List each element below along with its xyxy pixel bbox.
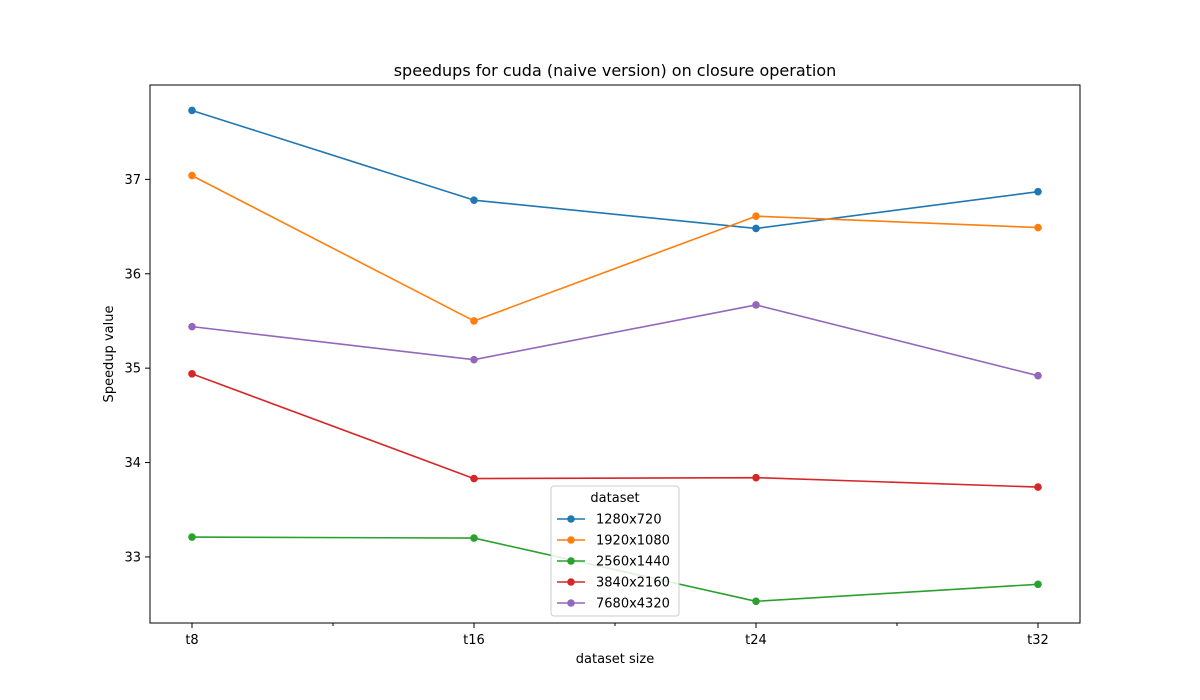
series-line	[191, 109, 1039, 230]
y-tick-label: 36	[124, 267, 141, 282]
data-point	[1034, 371, 1042, 380]
data-point	[1034, 483, 1042, 491]
x-axis: t8 t16 t24 t32	[185, 623, 1049, 648]
data-point	[1034, 223, 1042, 232]
data-point	[470, 317, 478, 325]
data-point	[1034, 580, 1042, 589]
legend-title: dataset	[590, 491, 639, 506]
legend-label: 1920x1080	[596, 534, 670, 549]
series-3840x2160	[188, 370, 1042, 491]
data-point	[1034, 187, 1042, 196]
series-line	[191, 304, 1039, 377]
chart-title: speedups for cuda (naive version) on clo…	[394, 61, 837, 80]
legend-swatch-marker	[567, 536, 575, 544]
x-tick-label: t32	[1027, 633, 1049, 648]
data-point	[188, 106, 196, 115]
legend-item: 2560x1440	[557, 555, 670, 570]
series-1280x720	[188, 106, 1042, 233]
data-point	[752, 597, 760, 606]
data-point	[188, 533, 196, 541]
y-tick-label: 37	[124, 173, 141, 188]
data-point	[188, 171, 196, 180]
legend-item: 1920x1080	[557, 534, 670, 549]
data-point	[470, 534, 478, 542]
data-point	[752, 473, 760, 482]
x-tick-label: t16	[463, 633, 485, 648]
legend-item: 7680x4320	[557, 597, 670, 612]
data-point	[752, 224, 760, 233]
series-1920x1080	[188, 171, 1042, 325]
legend-swatch-marker	[567, 578, 575, 586]
legend-swatch-marker	[567, 515, 575, 523]
legend-swatch-marker	[567, 557, 575, 565]
data-point	[470, 474, 478, 483]
legend-item: 3840x2160	[557, 576, 670, 591]
y-tick-label: 33	[124, 550, 141, 565]
data-point	[188, 322, 196, 331]
series-line	[191, 174, 1039, 322]
data-point	[752, 212, 760, 220]
legend-label: 2560x1440	[596, 555, 670, 570]
y-tick-label: 34	[124, 456, 141, 471]
series-7680x4320	[188, 301, 1042, 380]
data-point	[752, 301, 760, 309]
legend-item: 1280x720	[557, 513, 662, 528]
y-tick-label: 35	[124, 362, 141, 377]
data-point	[188, 370, 196, 378]
data-point	[470, 355, 478, 364]
legend: dataset 1280x720 1920x1080 2560x1440 3840x2…	[550, 485, 680, 617]
y-axis-label: Speedup value	[102, 306, 117, 403]
x-tick-label: t24	[745, 633, 767, 648]
data-point	[470, 196, 478, 204]
series-line	[191, 373, 1039, 488]
legend-swatch-marker	[567, 599, 575, 607]
y-axis: 33 34 35 36 37	[124, 173, 150, 565]
plot-area	[188, 106, 1042, 606]
x-tick-label: t8	[185, 633, 198, 648]
legend-label: 7680x4320	[596, 597, 670, 612]
legend-label: 3840x2160	[596, 576, 670, 591]
legend-label: 1280x720	[596, 513, 662, 528]
x-axis-label: dataset size	[576, 652, 655, 667]
